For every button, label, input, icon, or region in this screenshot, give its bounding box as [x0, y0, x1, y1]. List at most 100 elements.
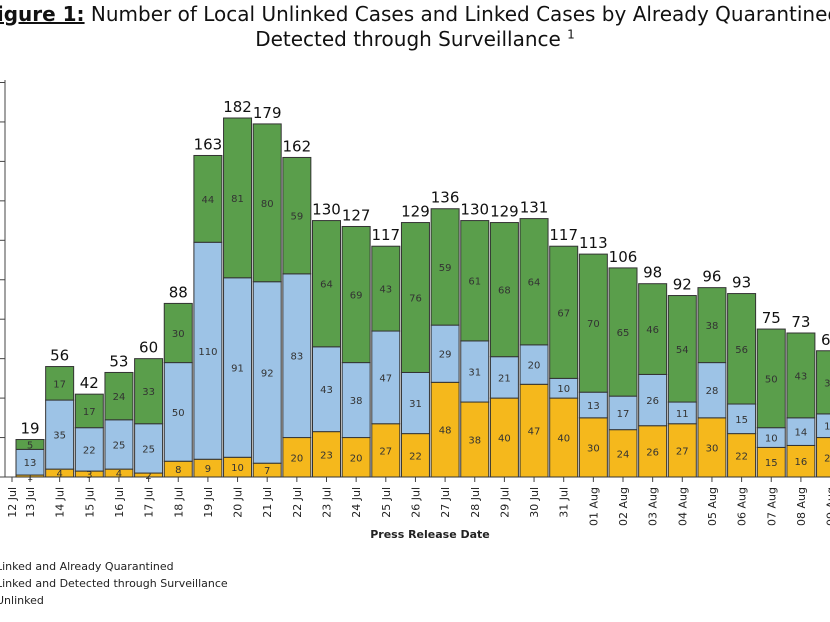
- segment-label: 28: [706, 386, 719, 397]
- segment-label: 56: [735, 345, 748, 356]
- bar-segment: [15, 439, 45, 450]
- segment-label: 43: [379, 285, 392, 296]
- total-label: 127: [342, 206, 371, 224]
- segment-label: 26: [646, 396, 659, 407]
- total-label: 92: [673, 276, 692, 294]
- segment-label: 3: [86, 470, 92, 481]
- x-tick-label: 28 Jul: [469, 487, 482, 518]
- segment-label: 64: [528, 278, 541, 289]
- segment-label: 61: [468, 277, 481, 288]
- segment-label: 64: [320, 280, 333, 291]
- segment-label: 10: [557, 384, 570, 395]
- segment-label: 10: [765, 434, 778, 445]
- segment-label: 13: [24, 458, 37, 469]
- bar-segment: [578, 253, 608, 393]
- segment-label: 11: [676, 409, 689, 420]
- segment-label: 20: [824, 453, 830, 464]
- bar-segment: [134, 423, 164, 474]
- bar-segment: [460, 401, 490, 478]
- segment-label: 46: [646, 325, 659, 336]
- bar-segment: [371, 330, 401, 425]
- segment-label: 4: [116, 469, 122, 480]
- segment-label: 32: [824, 378, 830, 389]
- segment-label: 16: [795, 457, 808, 468]
- total-label: 42: [80, 374, 99, 392]
- total-label: 64: [821, 331, 830, 349]
- x-tick-label: 24 Jul: [350, 487, 363, 518]
- bar-segment: [252, 123, 282, 283]
- bar-segment: [638, 425, 668, 478]
- total-label: 60: [139, 339, 158, 357]
- bar-segment: [341, 362, 371, 439]
- bar-segment: [371, 245, 401, 332]
- legend-item: Linked and Detected through Surveillance: [0, 577, 228, 590]
- x-tick-label: 22 Jul: [291, 487, 304, 518]
- total-label: 75: [762, 309, 781, 327]
- segment-label: 26: [646, 447, 659, 458]
- segment-label: 31: [468, 367, 481, 378]
- bar-segment: [282, 437, 312, 478]
- bar-segment: [223, 117, 253, 279]
- total-label: 113: [579, 234, 608, 252]
- x-tick-label: 23 Jul: [321, 487, 334, 518]
- segment-label: 1: [27, 472, 33, 483]
- x-tick-label: 05 Aug: [706, 487, 719, 526]
- x-tick-label: 06 Aug: [736, 487, 749, 526]
- segment-label: 40: [557, 434, 570, 445]
- x-tick-label: 31 Jul: [558, 487, 571, 518]
- bar-segment: [667, 423, 697, 478]
- footnote-marker: 1: [567, 27, 575, 42]
- segment-label: 25: [113, 440, 126, 451]
- segment-label: 8: [175, 465, 181, 476]
- segment-label: 38: [350, 396, 363, 407]
- legend: Linked and Already Quarantined Linked an…: [0, 558, 228, 609]
- legend-item: Unlinked: [0, 594, 44, 607]
- x-tick-label: 27 Jul: [439, 487, 452, 518]
- bar-segment: [786, 417, 816, 446]
- segment-label: 10: [231, 463, 244, 474]
- x-tick-label: 15 Jul: [83, 487, 96, 518]
- segment-label: 31: [409, 399, 422, 410]
- bar-segment: [489, 222, 519, 358]
- bar-segment: [430, 324, 460, 383]
- x-tick-label: 08 Aug: [795, 487, 808, 526]
- bar-segment: [45, 366, 75, 401]
- segment-label: 43: [795, 371, 808, 382]
- total-label: 19: [20, 420, 39, 438]
- bar-segment: [430, 381, 460, 478]
- x-tick-label: 29 Jul: [498, 487, 511, 518]
- segment-label: 40: [498, 434, 511, 445]
- total-label: 98: [643, 264, 662, 282]
- segment-label: 110: [198, 347, 217, 358]
- x-tick-label: 21 Jul: [261, 487, 274, 518]
- segment-label: 9: [205, 464, 211, 475]
- segment-label: 13: [587, 401, 600, 412]
- bar-segment: [608, 395, 638, 431]
- bar-segment: [460, 220, 490, 342]
- total-label: 93: [732, 274, 751, 292]
- bar-segment: [549, 245, 579, 379]
- segment-label: 17: [83, 407, 96, 418]
- bar-segment: [74, 427, 104, 472]
- bar-segment: [252, 281, 282, 464]
- chart-title-line2: Detected through Surveillance 1: [255, 27, 575, 51]
- segment-label: 15: [735, 415, 748, 426]
- bar-segment: [74, 393, 104, 429]
- segment-label: 12: [824, 422, 830, 433]
- segment-label: 24: [113, 392, 126, 403]
- total-label: 182: [223, 98, 252, 116]
- bar-segment: [163, 362, 193, 462]
- segment-label: 33: [142, 387, 155, 398]
- bar-segment: [430, 208, 460, 326]
- segment-label: 22: [735, 451, 748, 462]
- segment-label: 38: [706, 321, 719, 332]
- bar-segment: [460, 340, 490, 403]
- total-label: 96: [702, 268, 721, 286]
- segment-label: 50: [765, 374, 778, 385]
- bar-segment: [816, 350, 830, 415]
- total-label: 106: [609, 248, 638, 266]
- bar-segment: [193, 241, 223, 460]
- total-label: 130: [460, 201, 489, 219]
